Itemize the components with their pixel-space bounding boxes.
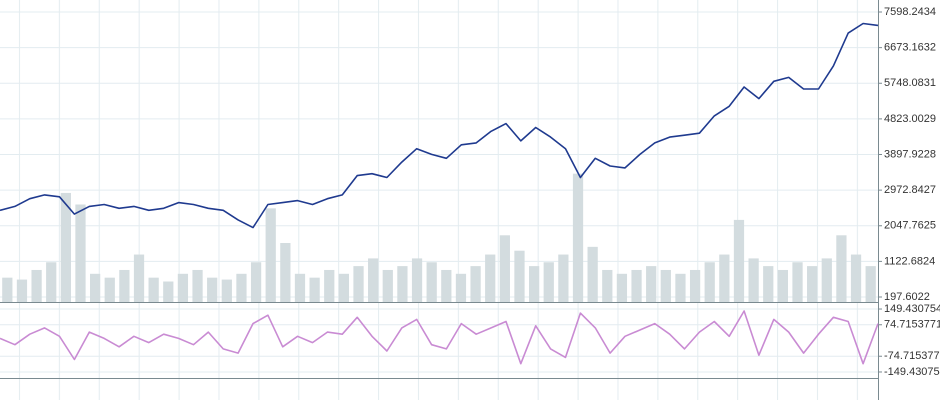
volume-bar [265, 208, 276, 302]
volume-bar [807, 266, 818, 302]
volume-bar [631, 269, 642, 302]
volume-bar [675, 273, 686, 302]
volume-bar [485, 254, 496, 302]
volume-bar [689, 269, 701, 302]
volume-bar [177, 273, 189, 302]
y-tick-label: 1122.6824 [884, 255, 935, 267]
volume-bar [163, 281, 174, 302]
volume-bar [104, 277, 115, 302]
y-tick-label: 197.6022 [884, 291, 930, 303]
volume-bar [660, 269, 671, 302]
volume-bar [470, 266, 481, 302]
y-tick-label: -74.7153771 [884, 350, 940, 362]
marks-layer [0, 22, 879, 365]
volume-bar [777, 269, 789, 302]
volume-bar [865, 266, 876, 302]
y-tick-label: -149.430754 [884, 366, 940, 378]
volume-bar [309, 277, 320, 302]
y-tick-label: 4823.0029 [884, 113, 936, 125]
volume-bar [733, 219, 745, 302]
y-tick-label: 149.4307542 [884, 303, 940, 315]
volume-bar [16, 279, 28, 302]
volume-bar [119, 269, 130, 302]
y-tick-label: 2047.7625 [884, 220, 936, 232]
volume-bar [836, 235, 847, 302]
volume-bar [75, 204, 86, 302]
volume-bar [207, 277, 218, 302]
volume-bar [411, 258, 423, 302]
volume-bar [572, 173, 584, 302]
volume-bar [368, 258, 379, 302]
volume-bar [148, 277, 159, 302]
volume-bar [719, 254, 730, 302]
vertical-grid [0, 0, 878, 400]
volume-bar [89, 273, 101, 302]
volume-bar [646, 266, 657, 302]
grid-layer [0, 11, 878, 373]
volume-bar [31, 269, 42, 302]
volume-bar [499, 235, 510, 302]
volume-bar [338, 273, 350, 302]
volume-bar [441, 269, 452, 302]
volume-bar [455, 273, 467, 302]
y-tick-label: 74.7153771 [884, 319, 940, 331]
volume-bar [192, 269, 203, 302]
volume-bar [558, 254, 569, 302]
volume-bar [60, 192, 71, 302]
volume-bar [821, 258, 832, 302]
volume-bar [2, 277, 13, 302]
y-tick-label: 7598.2434 [884, 6, 936, 18]
volume-bar [280, 243, 291, 302]
volume-bar [616, 273, 628, 302]
volume-bar [250, 262, 262, 302]
volume-bar [587, 246, 598, 302]
volume-bar [543, 262, 554, 302]
volume-bar [602, 269, 613, 302]
volume-bar [397, 266, 408, 302]
volume-bar [850, 254, 862, 302]
y-tick-label: 5748.0831 [884, 77, 936, 89]
y-tick-label: 3897.9228 [884, 148, 936, 160]
volume-bar [133, 254, 145, 302]
volume-bar [763, 266, 774, 302]
volume-bar [792, 262, 803, 302]
volume-bar [426, 262, 437, 302]
price-line [0, 310, 879, 365]
volume-bar [353, 266, 364, 302]
volume-bar [294, 273, 306, 302]
volume-bar [46, 262, 57, 302]
volume-bar [324, 269, 335, 302]
volume-bar [704, 262, 715, 302]
y-tick-label: 2972.8427 [884, 184, 936, 196]
price-line [0, 22, 879, 229]
y-tick-label: 6673.1632 [884, 42, 936, 54]
volume-bar [382, 269, 393, 302]
volume-bar [236, 273, 247, 302]
volume-bar [528, 266, 540, 302]
volume-bar [221, 279, 232, 302]
volume-bar [514, 250, 525, 302]
labels-layer: 197.6022 1122.6824 2047.7625 2972.8427 3897.… [878, 6, 940, 378]
volume-bar [748, 258, 759, 302]
